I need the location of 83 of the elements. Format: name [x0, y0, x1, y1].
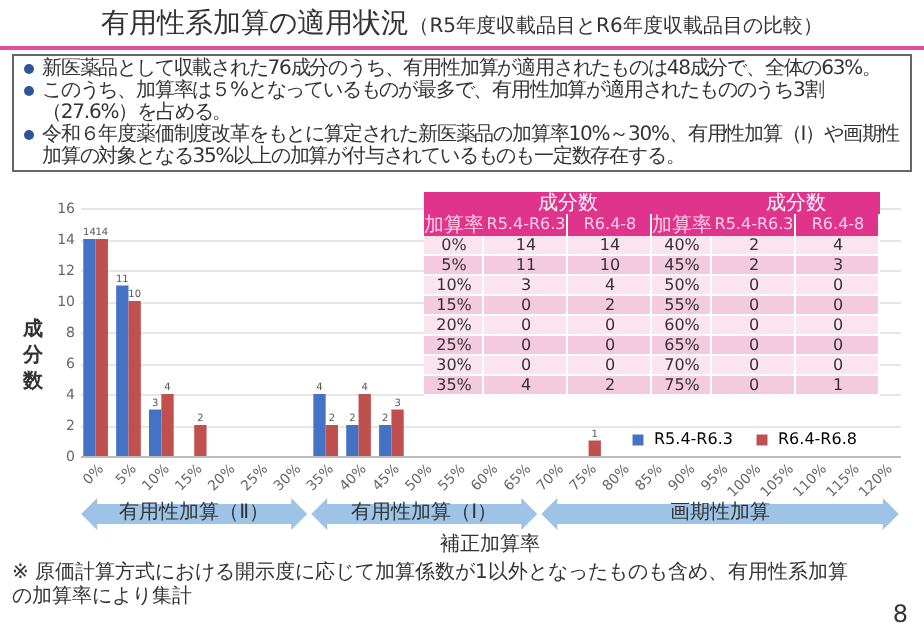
x-tick-label: R6.4-8 [583, 215, 637, 233]
y-axis-title: 成分数 [21, 317, 45, 393]
y2-tick-label: 50% [664, 276, 701, 294]
chart-subtitle: （R5年度収載品目とR6年度収載品目の比較） [409, 16, 823, 38]
text: このうち、加算率は５%となっているものが最多で、有用性加算が適用されたもののうち3割（27.6%）を占める。 [40, 80, 826, 124]
text: 成分数 [766, 193, 826, 215]
data-label: 1 [832, 376, 844, 394]
text: 有用性加算（Ⅱ） [119, 502, 270, 526]
chart-title: 成分数 [538, 191, 598, 215]
y-tick-label: 5% [441, 256, 468, 274]
data-label: 0 [832, 316, 844, 334]
legend-label: R6.4-R6.8 [778, 430, 857, 448]
bar [325, 425, 338, 456]
data-label: 2 [604, 376, 616, 394]
data-label: 10 [599, 256, 621, 274]
text: 画期性加算 [670, 502, 771, 526]
data-label: 0 [604, 316, 616, 334]
bar [391, 409, 404, 456]
y-tick-label: 0% [441, 236, 468, 254]
text: 有用性加算（Ⅰ） [351, 502, 498, 526]
legend-label: R5.4-R6.3 [654, 430, 733, 448]
data-label: 0 [832, 296, 844, 314]
bar [116, 285, 129, 456]
data-label: 3 [520, 276, 532, 294]
bar [95, 239, 108, 456]
data-label: 0 [832, 356, 844, 374]
data-label: 14 [599, 236, 621, 254]
text: ※ 原価計算方式における開示度に応じて加算係数が1以外となったものも含め、有用性系加算の加算率により集計 [12, 562, 850, 610]
bar [83, 239, 96, 456]
data-label: 0 [520, 336, 532, 354]
bar [149, 409, 162, 456]
data-label: 4 [604, 276, 616, 294]
data-label: 11 [515, 256, 537, 274]
y-tick-label: 35% [436, 376, 473, 394]
y2-tick-label: 45% [664, 256, 701, 274]
bar [379, 425, 392, 456]
text: 令和６年度薬価制度改革をもとに算定された新医薬品の加算率10%～30%、有用性加算（Ⅰ）や画期性加算の対象となる35%以上の加算が付与されているものも一定数存在する。 [40, 124, 902, 168]
data-label: 2 [748, 256, 760, 274]
y-tick-label: 20% [436, 316, 473, 334]
data-label: 3 [832, 256, 844, 274]
y-tick-label: 30% [436, 356, 473, 374]
text: 8 [892, 600, 908, 628]
data-label: 0 [832, 336, 844, 354]
y-tick-label: 15% [436, 296, 473, 314]
bar [313, 394, 326, 456]
bar [358, 394, 371, 456]
x-tick-label: R6.4-8 [811, 215, 865, 233]
data-label: 0 [604, 336, 616, 354]
bar [346, 425, 359, 456]
y2-tick-label: 60% [664, 316, 701, 334]
data-label: 0 [520, 296, 532, 314]
text: 新医薬品として収載された76成分のうち、有用性加算が適用されたものは48成分で、全体の63%。 [40, 58, 883, 80]
x-axis-title: 補正加算率 [440, 534, 540, 558]
y-axis-title: 加算率 [424, 213, 484, 237]
data-label: 0 [748, 276, 760, 294]
y2-tick-label: 65% [664, 336, 701, 354]
text: 加算率 [652, 215, 712, 237]
data-label: 0 [748, 316, 760, 334]
data-label: 0 [748, 356, 760, 374]
bar [161, 394, 174, 456]
data-label: 14 [515, 236, 537, 254]
data-label: 0 [832, 276, 844, 294]
x-tick-label: R5.4-R6.3 [714, 215, 794, 233]
y2-tick-label: 40% [664, 236, 701, 254]
data-label: 2 [604, 296, 616, 314]
x-tick-label: R5.4-R6.3 [486, 215, 566, 233]
y-tick-label: 10% [436, 276, 473, 294]
y2-tick-label: 55% [664, 296, 701, 314]
data-label: 0 [748, 296, 760, 314]
data-label: 0 [748, 336, 760, 354]
data-label: 2 [748, 236, 760, 254]
y2-tick-label: 75% [664, 376, 701, 394]
data-label: 0 [520, 356, 532, 374]
y2-tick-label: 70% [664, 356, 701, 374]
data-label: 0 [520, 316, 532, 334]
bar [588, 440, 601, 456]
bar [128, 301, 141, 456]
data-label: 4 [520, 376, 532, 394]
data-label: 4 [832, 236, 844, 254]
data-label: 0 [604, 356, 616, 374]
data-label: 0 [748, 376, 760, 394]
y-tick-label: 25% [436, 336, 473, 354]
bar [194, 425, 207, 456]
